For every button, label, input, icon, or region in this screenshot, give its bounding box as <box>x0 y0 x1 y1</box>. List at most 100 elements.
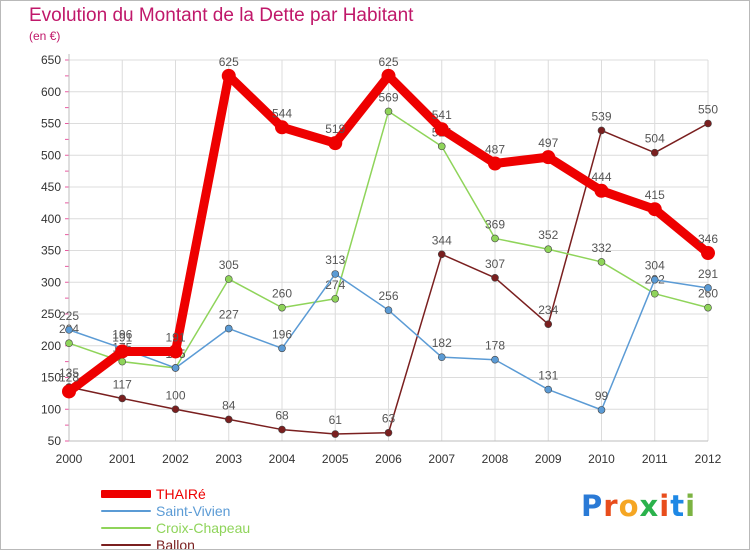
data-point-saint-vivien <box>437 353 446 361</box>
y-tick-label: 650 <box>41 53 61 67</box>
legend-swatch-ballon <box>101 544 151 546</box>
y-tick-label: 250 <box>41 307 61 321</box>
data-label-saint-vivien: 196 <box>272 327 292 341</box>
data-point-saint-vivien <box>278 344 286 353</box>
y-tick-label: 600 <box>41 85 61 99</box>
data-point-ballon <box>491 274 499 282</box>
y-tick-label: 100 <box>41 402 61 416</box>
brand-letter: x <box>639 489 660 523</box>
data-point-saint-vivien <box>491 355 499 364</box>
data-point-thair- <box>221 68 236 83</box>
data-label-saint-vivien: 291 <box>698 267 718 281</box>
data-label-saint-vivien: 313 <box>325 253 345 267</box>
data-label-thair-: 497 <box>538 136 558 150</box>
data-label-saint-vivien: 182 <box>432 336 452 350</box>
data-label-croix-chapeau: 260 <box>272 287 292 301</box>
data-label-saint-vivien: 304 <box>645 259 665 273</box>
data-point-thair- <box>275 120 289 135</box>
data-point-croix-chapeau <box>437 142 446 151</box>
data-point-thair- <box>701 246 715 261</box>
data-label-thair-: 191 <box>165 330 185 344</box>
data-label-croix-chapeau: 569 <box>378 90 398 104</box>
x-tick-label: 2008 <box>482 452 509 466</box>
data-point-croix-chapeau <box>650 289 659 298</box>
data-label-croix-chapeau: 352 <box>538 228 558 242</box>
legend-label-ballon: Ballon <box>156 537 195 550</box>
data-point-croix-chapeau <box>704 303 712 312</box>
y-tick-label: 400 <box>41 212 61 226</box>
data-point-thair- <box>115 344 130 359</box>
data-point-saint-vivien <box>650 275 659 284</box>
y-tick-label: 200 <box>41 339 61 353</box>
data-point-thair- <box>488 156 502 171</box>
x-tick-label: 2001 <box>109 452 136 466</box>
data-point-ballon <box>118 394 127 403</box>
data-label-ballon: 61 <box>329 413 343 427</box>
data-label-saint-vivien: 256 <box>378 289 398 303</box>
data-point-thair- <box>594 183 609 198</box>
x-tick-label: 2006 <box>375 452 402 466</box>
legend-swatch-saint-vivien <box>101 510 151 512</box>
chart-unit-label: (en €) <box>29 29 61 43</box>
data-point-thair- <box>647 202 662 217</box>
data-point-thair- <box>541 150 556 165</box>
x-tick-label: 2003 <box>215 452 242 466</box>
data-label-croix-chapeau: 260 <box>698 287 718 301</box>
data-label-ballon: 539 <box>591 109 611 123</box>
legend-label-croix-chapeau: Croix-Chapeau <box>156 520 251 536</box>
x-tick-label: 2000 <box>56 452 83 466</box>
data-point-ballon <box>704 119 712 128</box>
x-tick-label: 2002 <box>162 452 189 466</box>
legend-label-thaire: THAIRé <box>156 486 206 502</box>
brand-letter: t <box>670 489 686 523</box>
data-point-croix-chapeau <box>384 107 393 116</box>
data-label-ballon: 135 <box>59 366 79 380</box>
data-label-ballon: 100 <box>165 388 185 402</box>
data-point-croix-chapeau <box>331 294 340 303</box>
data-label-saint-vivien: 178 <box>485 339 505 353</box>
data-point-ballon <box>331 430 340 438</box>
data-label-croix-chapeau: 369 <box>485 217 505 231</box>
data-label-thair-: 625 <box>378 55 398 69</box>
y-tick-label: 50 <box>48 434 62 448</box>
y-tick-label: 450 <box>41 180 61 194</box>
data-point-saint-vivien <box>331 270 340 278</box>
data-point-croix-chapeau <box>224 275 233 283</box>
data-label-saint-vivien: 131 <box>538 369 558 383</box>
data-label-saint-vivien: 225 <box>59 309 79 323</box>
legend-label-saint-vivien: Saint-Vivien <box>156 503 231 519</box>
data-point-thair- <box>328 136 343 151</box>
data-label-ballon: 84 <box>222 398 236 412</box>
data-point-saint-vivien <box>597 406 606 414</box>
brand-letter: o <box>618 489 640 523</box>
data-point-ballon <box>171 405 180 414</box>
data-point-ballon <box>437 250 446 259</box>
data-label-saint-vivien: 196 <box>112 327 132 341</box>
data-point-saint-vivien <box>171 364 180 372</box>
data-label-ballon: 68 <box>275 409 289 423</box>
chart-title: Evolution du Montant de la Dette par Hab… <box>29 5 414 26</box>
data-label-ballon: 234 <box>538 303 558 317</box>
data-label-ballon: 117 <box>113 377 132 391</box>
data-label-thair-: 191 <box>112 330 132 344</box>
data-label-thair-: 544 <box>272 106 292 120</box>
data-point-thair- <box>434 122 449 137</box>
data-point-croix-chapeau <box>65 339 73 348</box>
brand-letter: i <box>685 489 697 523</box>
data-point-thair- <box>168 344 183 359</box>
x-tick-label: 2005 <box>322 452 349 466</box>
data-point-saint-vivien <box>65 326 73 334</box>
brand-logo: Proxiti <box>581 489 696 523</box>
data-label-ballon: 344 <box>432 233 452 247</box>
x-tick-label: 2007 <box>428 452 455 466</box>
data-point-croix-chapeau <box>491 234 499 243</box>
y-tick-label: 500 <box>41 148 61 162</box>
data-point-saint-vivien <box>224 324 233 333</box>
data-label-saint-vivien: 99 <box>595 389 609 403</box>
data-point-ballon <box>384 428 393 437</box>
data-label-ballon: 307 <box>485 257 505 271</box>
data-label-ballon: 550 <box>698 103 718 117</box>
x-tick-label: 2011 <box>642 452 668 466</box>
